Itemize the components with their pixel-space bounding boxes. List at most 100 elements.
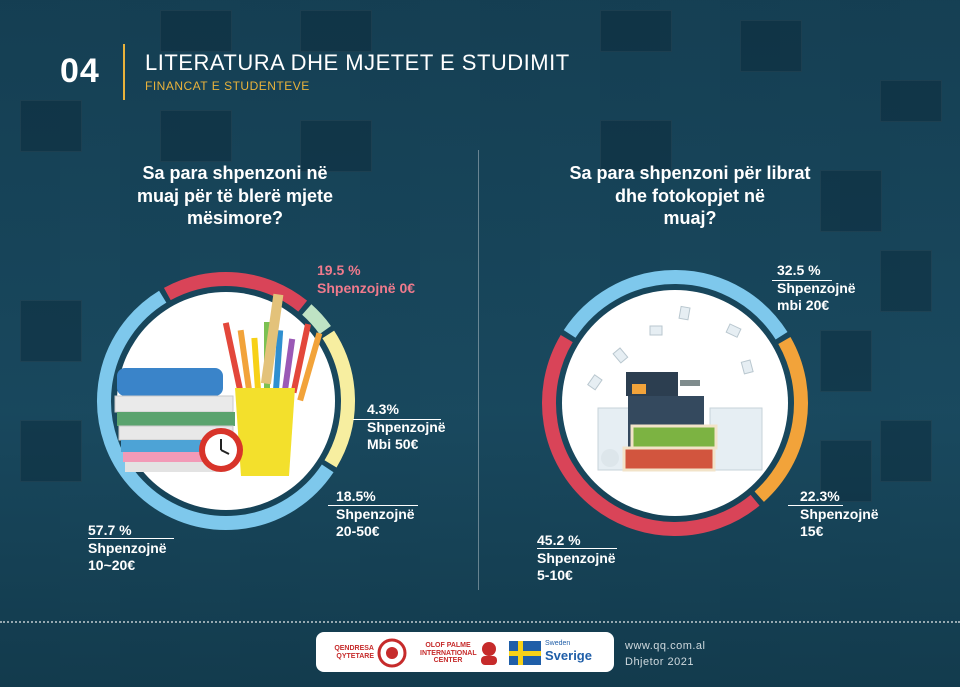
slice-percent: 19.5 % [317, 262, 361, 278]
logo-sverige: Sverige [545, 648, 592, 663]
donut-slice [97, 290, 334, 530]
chart1-title-line: mësimore? [186, 208, 284, 228]
building-window [160, 110, 232, 162]
notebook-icon [123, 452, 229, 462]
logo-text: OLOF PALME [425, 642, 471, 649]
chart1-title-line: muaj për të blerë mjete [136, 185, 334, 206]
pencil-cup-icon [235, 388, 295, 476]
slice-percent: 57.7 % [88, 522, 132, 538]
pencil-icon [297, 332, 323, 402]
section-number: 04 [60, 52, 100, 90]
chart2-label-2: 45.2 % Shpenzojnë 5-10€ [537, 532, 616, 585]
building-window [820, 330, 872, 392]
page-subtitle: FINANCAT E STUDENTEVE [145, 79, 310, 93]
clock-hand [220, 449, 230, 455]
pencil-icon [237, 329, 254, 400]
donut-slice [542, 335, 760, 536]
footer-date: Dhjetor 2021 [625, 656, 694, 668]
chart1-label-2: 18.5% Shpenzojnë 20-50€ [336, 488, 415, 541]
leader-line [788, 505, 843, 506]
chart1-label-3: 57.7 % Shpenzojnë 10~20€ [88, 522, 167, 575]
chart1-label-0: 19.5 % Shpenzojnë 0€ [317, 262, 415, 297]
building-window [20, 420, 82, 482]
qendresa-emblem-icon [377, 638, 407, 668]
slice-description: Shpenzojnë [800, 505, 879, 522]
building-window [880, 250, 932, 312]
building-window [600, 10, 672, 52]
slice-description: 15€ [800, 523, 824, 539]
logo-qendresa: QENDRESA QYTETARE [326, 645, 374, 660]
slice-percent: 18.5% [336, 488, 376, 504]
center-divider [478, 150, 479, 590]
slice-percent: 4.3% [367, 401, 399, 417]
slice-description: 20-50€ [336, 523, 380, 539]
leader-line [537, 548, 617, 549]
paper-sheet-icon [587, 374, 603, 391]
slice-percent: 32.5 % [777, 262, 821, 278]
slice-percent: 22.3% [800, 488, 840, 504]
partner-logos [316, 632, 614, 672]
slice-description: mbi 20€ [777, 297, 830, 313]
paper-sheet-icon [740, 359, 754, 375]
donut-slice [301, 304, 331, 335]
slice-description: 5-10€ [537, 567, 573, 583]
donut-slice [322, 330, 355, 468]
logo-text: INTERNATIONAL [420, 649, 477, 657]
building-window [740, 20, 802, 72]
building-window [880, 420, 932, 482]
slice-description: 10~20€ [88, 557, 136, 573]
chart1-title: Sa para shpenzoni në muaj për të blerë m… [100, 162, 370, 230]
chart1-label-1: 4.3% Shpenzojnë Mbi 50€ [367, 401, 446, 454]
donut-slice [163, 272, 308, 312]
logo-text: QENDRESA [334, 645, 374, 652]
book-icon [622, 446, 716, 472]
ruler-icon [260, 293, 284, 385]
logo-olof-palme: OLOF PALME INTERNATIONAL CENTER [420, 642, 477, 665]
building-window [20, 300, 82, 362]
chart1-title-line: Sa para shpenzoni në [142, 163, 328, 183]
slice-description: Mbi 50€ [367, 436, 419, 452]
building-window [20, 100, 82, 152]
pencil-icon [272, 330, 284, 401]
donut-slice [754, 337, 808, 502]
building-window [300, 120, 372, 172]
building-window [160, 10, 232, 52]
building-window [600, 120, 672, 172]
chart2-title-line: dhe fotokopjet në [615, 185, 765, 206]
photocopier-display [632, 384, 646, 394]
olof-palme-portrait-icon [481, 642, 497, 665]
header-divider [123, 44, 125, 100]
footer-website[interactable]: www.qq.com.al [625, 640, 706, 652]
building-window [300, 10, 372, 52]
leader-line [772, 280, 832, 281]
swedish-flag-icon [509, 641, 541, 665]
paper-stack-icon [709, 407, 763, 471]
notebook-icon [125, 462, 225, 472]
notebook-icon [117, 412, 235, 426]
paper-sheet-icon [612, 347, 629, 364]
slice-description: Shpenzojnë [336, 505, 415, 522]
leader-line [88, 538, 174, 539]
page-title: LITERATURA DHE MJETET E STUDIMIT [145, 50, 570, 75]
paper-sheet-icon [649, 325, 663, 336]
building-window [820, 170, 882, 232]
slice-description: Shpenzojnë 0€ [317, 279, 416, 296]
chart1-donut [97, 272, 355, 530]
donut-slice [563, 270, 788, 340]
pencil-icon [290, 323, 312, 394]
chart2-label-1: 22.3% Shpenzojnë 15€ [800, 488, 879, 541]
building-window [880, 80, 942, 122]
slice-description: Shpenzojnë [777, 279, 856, 296]
chart2-title: Sa para shpenzoni për librat dhe fotokop… [540, 162, 840, 230]
paper-sheet-icon [678, 305, 691, 321]
chart2-label-0: 32.5 % Shpenzojnë mbi 20€ [777, 262, 856, 315]
crumpled-paper-icon [601, 449, 619, 467]
paper-sheet-icon [725, 323, 742, 338]
notebook-icon [114, 395, 234, 413]
photocopier-tray [680, 380, 700, 386]
chart2-donut [542, 270, 808, 536]
book-icon [630, 424, 718, 450]
slice-description: Shpenzojnë [88, 539, 167, 556]
slice-percent: 45.2 % [537, 532, 581, 548]
books-icon [117, 368, 223, 396]
